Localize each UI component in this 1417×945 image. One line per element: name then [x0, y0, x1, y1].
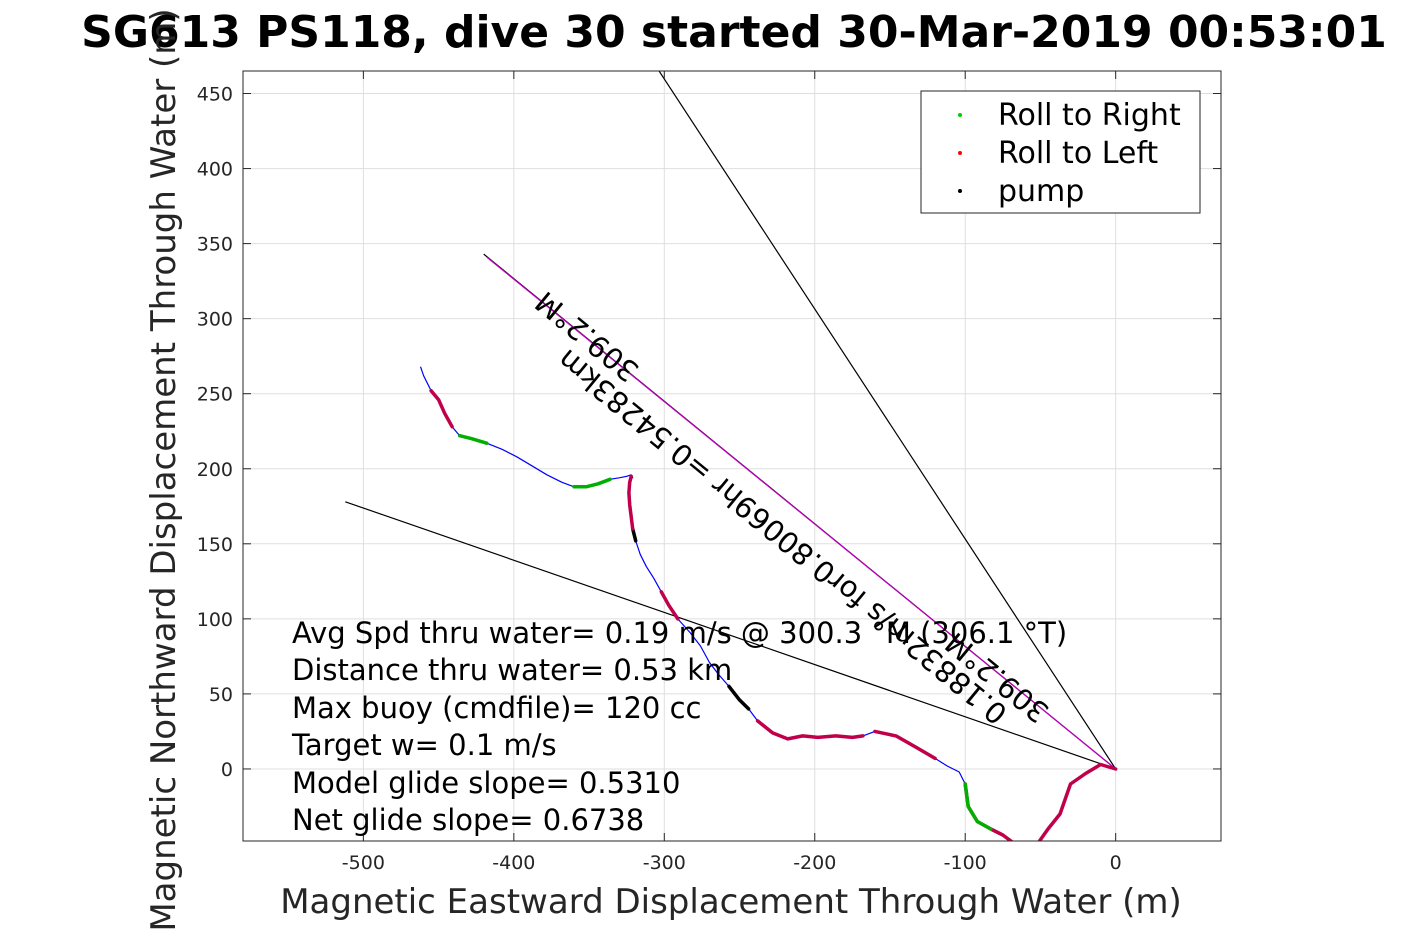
legend-label-roll-right: Roll to Right	[998, 98, 1181, 133]
x-axis-label: Magnetic Eastward Displacement Through W…	[280, 882, 1182, 922]
grid-lines	[243, 71, 1221, 841]
y-tick-label: 300	[197, 309, 233, 331]
roll-right-segment	[963, 782, 993, 831]
x-tick-label: -300	[643, 852, 686, 874]
legend-label-pump: pump	[998, 174, 1084, 209]
legend-marker-roll-right	[958, 113, 962, 117]
legend-marker-pump	[958, 189, 962, 193]
y-tick-label: 250	[197, 384, 233, 406]
y-tick-label: 0	[221, 759, 233, 781]
x-tick-label: -100	[944, 852, 987, 874]
y-tick-label: 100	[197, 609, 233, 631]
roll-left-segment	[429, 388, 454, 429]
legend: Roll to Right Roll to Left pump	[920, 90, 1201, 214]
data-layer	[345, 71, 1118, 841]
pump-segment	[630, 527, 638, 543]
average-line-overlay	[486, 256, 1117, 770]
y-tick-label: 350	[197, 234, 233, 256]
avg-speed-text: Avg Spd thru water= 0.19 m/s @ 300.3 °M …	[292, 616, 1067, 650]
roll-left-segment	[659, 590, 680, 621]
axis-ticks: -500 -400 -300 -200 -100 0 0 50 100 150 200 250 300 3…	[197, 71, 1221, 874]
legend-marker-roll-left	[958, 151, 962, 155]
legend-box	[920, 90, 1201, 214]
y-tick-label: 400	[197, 159, 233, 181]
target-w-text: Target w= 0.1 m/s	[291, 728, 557, 762]
x-tick-label: 0	[1110, 852, 1122, 874]
distance-text: Distance thru water= 0.53 km	[292, 653, 732, 687]
roll-left-segment	[627, 474, 635, 531]
y-tick-label: 200	[197, 459, 233, 481]
y-tick-label: 50	[209, 684, 233, 706]
max-buoy-text: Max buoy (cmdfile)= 120 cc	[292, 691, 701, 725]
current-line	[345, 501, 1116, 770]
x-tick-label: -400	[492, 852, 535, 874]
chart-title: SG613 PS118, dive 30 started 30-Mar-2019…	[81, 7, 1387, 58]
legend-label-roll-left: Roll to Left	[998, 136, 1158, 171]
stats-annotations: Avg Spd thru water= 0.19 m/s @ 300.3 °M …	[291, 616, 1067, 837]
roll-right-segment	[457, 433, 489, 445]
net-glide-slope-text: Net glide slope= 0.6738	[292, 803, 644, 837]
y-tick-label: 450	[197, 84, 233, 106]
pump-segment	[727, 684, 751, 711]
roll-right-segment	[572, 477, 612, 489]
model-glide-slope-text: Model glide slope= 0.5310	[292, 766, 680, 800]
x-tick-label: -500	[342, 852, 385, 874]
roll-left-segment	[755, 719, 865, 741]
course-line	[658, 71, 1117, 770]
roll-left-segment	[873, 729, 937, 761]
x-tick-label: -200	[793, 852, 836, 874]
y-axis-label: Magnetic Northward Displacement Through …	[144, 8, 184, 931]
y-tick-label: 150	[197, 534, 233, 556]
plot-frame	[242, 70, 1222, 842]
